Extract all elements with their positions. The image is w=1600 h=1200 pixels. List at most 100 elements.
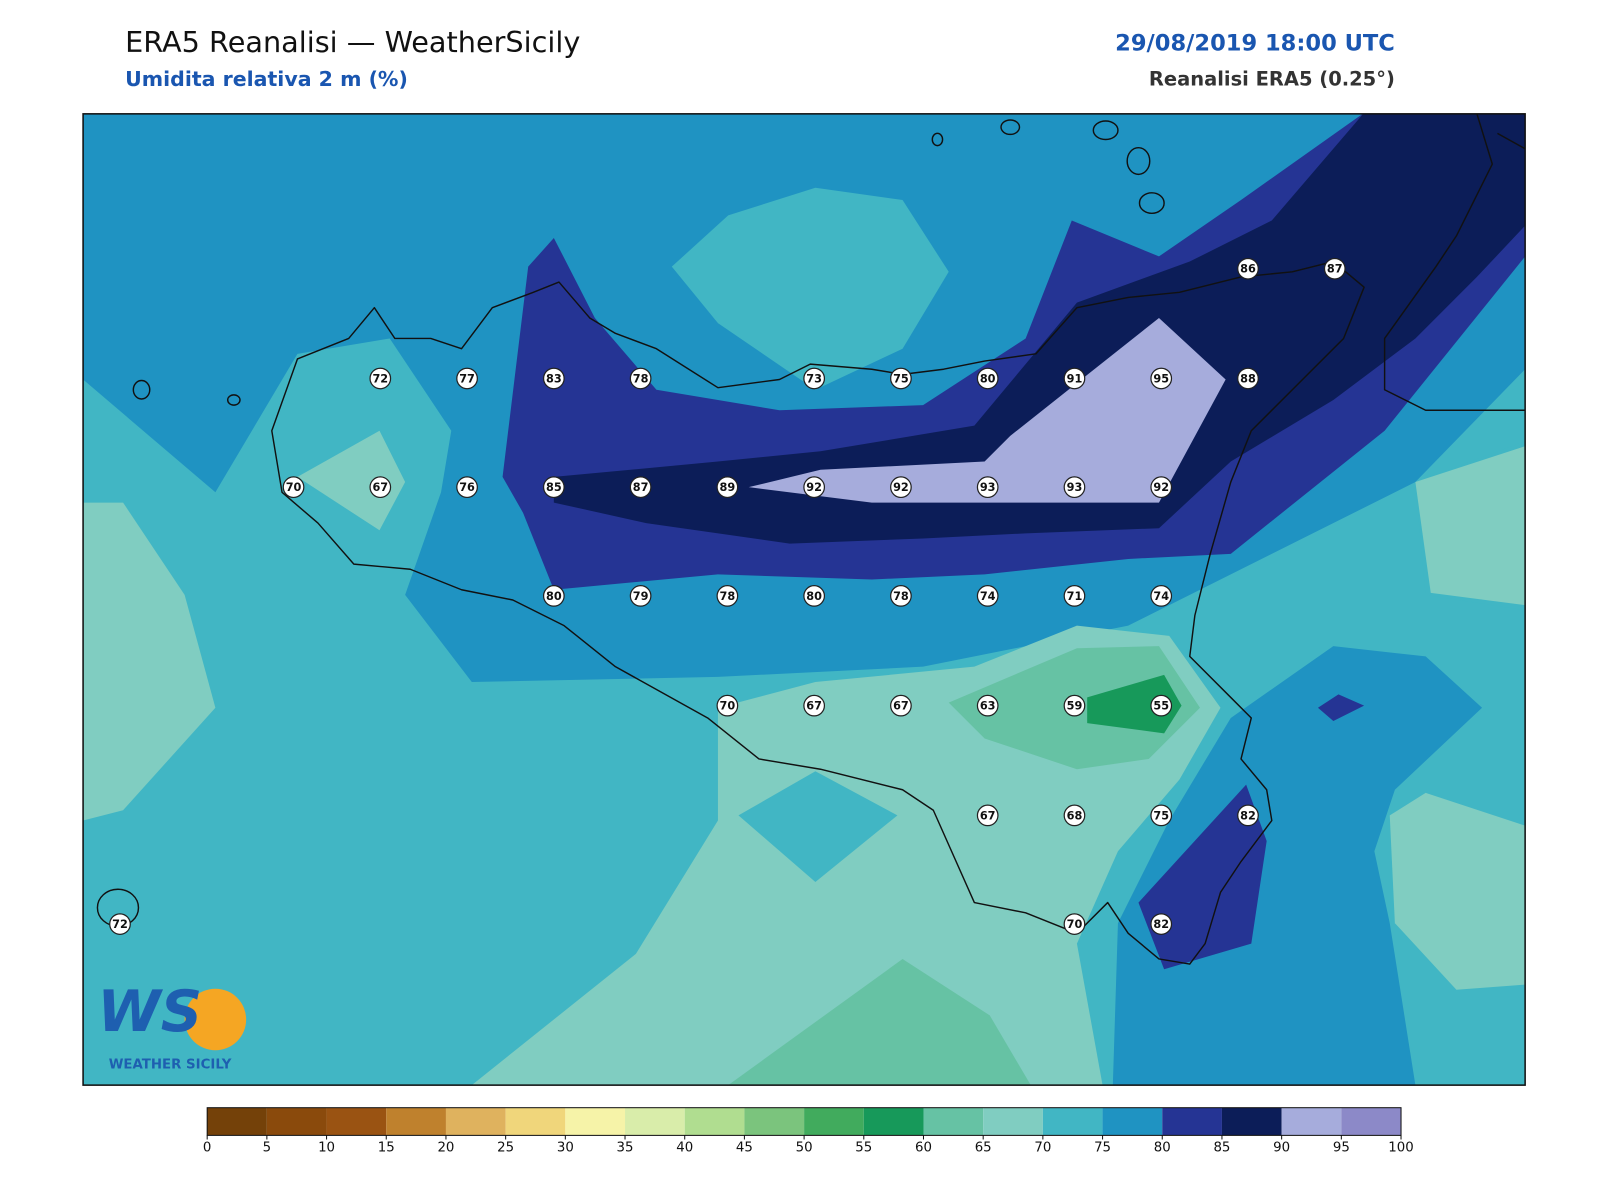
station-value: 67 [980, 809, 996, 822]
station-marker [976, 804, 999, 827]
station-marker [1063, 476, 1086, 499]
station-marker [1150, 694, 1173, 717]
station-value: 80 [546, 590, 562, 603]
colorbar-tick-label: 60 [915, 1141, 932, 1156]
station-value: 77 [459, 372, 475, 385]
station-marker [629, 476, 652, 499]
station-value: 87 [633, 481, 649, 494]
station-value: 68 [1067, 809, 1083, 822]
datetime: 29/08/2019 18:00 UTC [1115, 31, 1395, 57]
station-marker [1063, 913, 1086, 935]
colorbar-bin [1341, 1107, 1402, 1136]
logo: WS WEATHER SICILY [97, 978, 247, 1073]
colorbar-bin [266, 1107, 327, 1136]
colorbar-tick-label: 0 [203, 1141, 211, 1156]
station-marker [976, 367, 999, 390]
station-marker [1063, 694, 1086, 717]
station-value: 95 [1153, 372, 1169, 385]
station-value: 72 [372, 372, 388, 385]
station-marker [109, 913, 131, 935]
colorbar-tick-label: 10 [318, 1141, 335, 1156]
colorbar-bin [744, 1107, 805, 1136]
station-marker [456, 367, 478, 390]
station-marker [1237, 367, 1259, 390]
field-65-70 [297, 430, 406, 531]
field-55-60 [1087, 674, 1182, 734]
colorbar-tick-label: 95 [1333, 1141, 1350, 1156]
station-value: 92 [1153, 481, 1169, 494]
station-value: 63 [980, 700, 996, 713]
station-value: 78 [893, 590, 909, 603]
station-value: 74 [1153, 590, 1169, 603]
contours: 86 87 72 77 83 78 73 75 80 91 95 88 70 67 76 85 87 89 92 92… [83, 113, 1526, 1086]
station-value: 82 [1153, 918, 1169, 931]
colorbar-bin [565, 1107, 626, 1136]
station-value: 93 [1067, 481, 1083, 494]
station-marker [1150, 804, 1173, 827]
station-value: 80 [806, 590, 822, 603]
station-value: 89 [720, 481, 736, 494]
station-marker [716, 476, 739, 499]
colorbar-bin [863, 1107, 924, 1136]
map-frame [82, 113, 1526, 1086]
colorbar-bin [983, 1107, 1043, 1136]
colorbar-tick-label: 20 [437, 1141, 454, 1156]
field-90-95 [748, 317, 1226, 503]
station-value: 70 [1067, 918, 1083, 931]
station-marker [1237, 804, 1259, 827]
station-marker [976, 476, 999, 499]
station-value: 92 [893, 481, 909, 494]
field-85-90 [553, 113, 1526, 544]
station-value: 87 [1327, 263, 1343, 276]
colorbar-bin [445, 1107, 506, 1136]
station-marker [1150, 476, 1173, 499]
station-marker [890, 694, 912, 717]
station-value: 83 [546, 372, 562, 385]
logo-mark: WS [97, 978, 202, 1045]
colorbar-tick-label: 15 [378, 1141, 395, 1156]
colorbar-tick-label: 70 [1034, 1141, 1051, 1156]
station-marker [803, 585, 826, 607]
colorbar-tick-label: 85 [1213, 1141, 1230, 1156]
field-65-70 [83, 502, 216, 821]
station-value: 76 [459, 481, 475, 494]
colorbar-tick-label: 35 [617, 1141, 634, 1156]
field-75-80 [1112, 646, 1483, 1086]
station-marker [890, 585, 912, 607]
field-70-75 [738, 771, 898, 883]
station-value: 71 [1067, 590, 1083, 603]
station-value: 92 [806, 481, 822, 494]
logo-sun [184, 988, 247, 1051]
station-marker [716, 585, 739, 607]
station-value: 72 [112, 918, 128, 931]
station-marker [542, 476, 565, 499]
station-marker [282, 476, 305, 499]
station-value: 75 [893, 372, 909, 385]
station-value: 79 [633, 590, 649, 603]
station-marker [890, 367, 912, 390]
colorbar-tick-label: 5 [263, 1141, 271, 1156]
colorbar: 0 5 10 15 20 25 30 35 40 45 50 55 60 65 70 75 80 85 90 95 10… [203, 1107, 1414, 1156]
colorbar-bin [804, 1107, 864, 1136]
station-marker [1237, 257, 1259, 280]
station-marker [1150, 367, 1173, 390]
colorbar-tick-label: 90 [1273, 1141, 1290, 1156]
colorbar-tick-label: 55 [855, 1141, 872, 1156]
station-marker [976, 694, 999, 717]
station-marker [629, 585, 652, 607]
station-value: 78 [633, 372, 649, 385]
station-value: 82 [1240, 809, 1256, 822]
station-marker [456, 476, 478, 499]
colorbar-bin [207, 1107, 267, 1136]
colorbar-tick-label: 75 [1094, 1141, 1111, 1156]
colorbar-bin [1042, 1107, 1103, 1136]
colorbar-bin [326, 1107, 387, 1136]
colorbar-bin [625, 1107, 685, 1136]
station-marker [803, 476, 826, 499]
station-marker [803, 694, 826, 717]
station-marker [1323, 257, 1346, 280]
station-value: 55 [1153, 700, 1169, 713]
colorbar-bin [505, 1107, 566, 1136]
station-marker [716, 694, 739, 717]
